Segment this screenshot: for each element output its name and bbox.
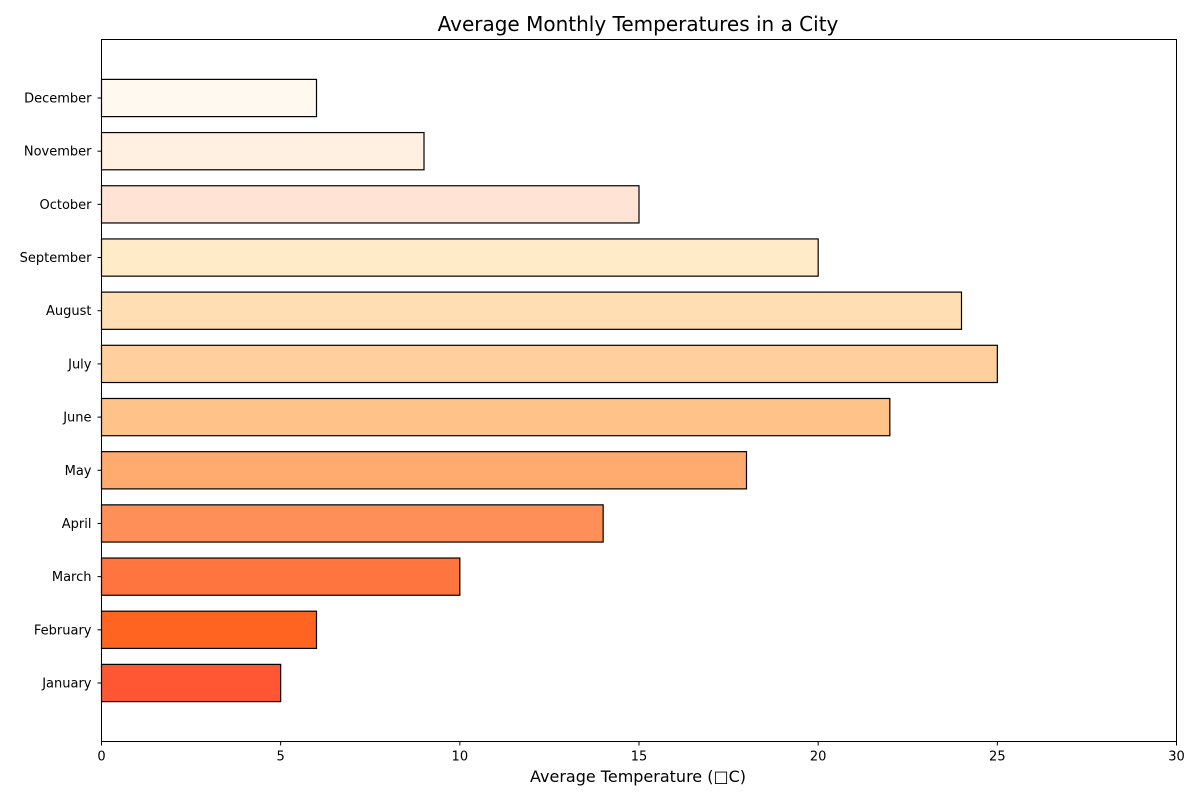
y-tick-label: November [24, 145, 92, 160]
y-tick-label: April [62, 517, 92, 532]
bar-june [100, 397, 891, 437]
x-axis-ticks: 0 5 10 15 20 25 30 [97, 741, 1185, 765]
y-tick-label: August [46, 304, 92, 319]
bar-september [100, 238, 819, 277]
y-tick-label: September [20, 251, 93, 266]
bar-december [100, 78, 318, 118]
y-tick-label: February [34, 623, 92, 638]
x-tick-label: 30 [1168, 750, 1185, 765]
y-tick-label: May [65, 464, 92, 479]
y-tick-label: January [41, 677, 92, 692]
y-tick-label: June [62, 411, 91, 426]
y-tick-label: July [67, 357, 92, 372]
y-tick-label: March [52, 570, 92, 585]
x-tick-label: 5 [277, 750, 285, 765]
bar-august [100, 291, 963, 330]
y-axis-ticks: January February March April May June July Augu… [20, 92, 102, 692]
plot-frame [101, 39, 1177, 742]
bar-november [100, 131, 425, 171]
x-tick-label: 25 [989, 750, 1006, 765]
bar-march [100, 557, 461, 596]
bar-july [100, 344, 998, 384]
x-tick-label: 0 [97, 750, 105, 765]
y-tick-label: December [24, 92, 92, 107]
x-tick-label: 15 [631, 750, 648, 765]
bar-february [100, 610, 318, 650]
bar-may [100, 451, 748, 490]
bar-october [100, 185, 640, 224]
bar-april [100, 504, 604, 543]
x-tick-label: 10 [452, 750, 469, 765]
x-tick-label: 20 [810, 750, 827, 765]
x-axis-label: Average Temperature (□C) [530, 767, 746, 786]
y-tick-label: October [39, 198, 92, 213]
chart-title: Average Monthly Temperatures in a City [438, 12, 839, 36]
bars-group [100, 78, 998, 703]
bar-january [100, 663, 282, 703]
